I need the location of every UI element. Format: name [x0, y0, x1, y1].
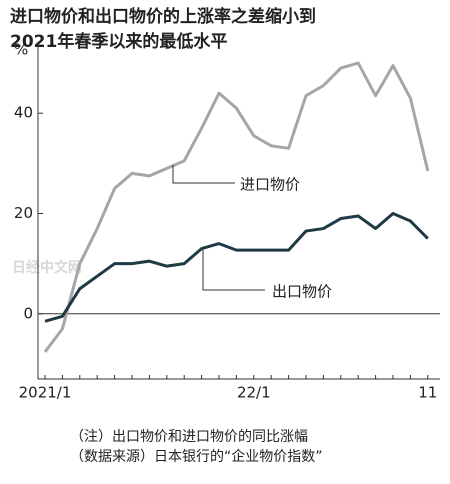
series-label: 进口物价: [240, 176, 300, 194]
x-tick-label: 2021/1: [19, 384, 72, 402]
series-label: 出口物价: [272, 283, 332, 301]
line-series: [44, 212, 429, 323]
leader-line: [202, 247, 265, 291]
line-series: [43, 61, 430, 353]
x-tick-label: 22/1: [237, 384, 271, 402]
leader-line: [172, 165, 235, 184]
chart-title: 进口物价和出口物价的上涨率之差缩小到: [10, 6, 316, 27]
y-tick-label: 20: [14, 204, 33, 222]
x-tick-label: 11: [418, 384, 437, 402]
note: （数据来源）日本银行的“企业物价指数”: [70, 448, 323, 465]
note: （注）出口物价和进口物价的同比涨幅: [70, 429, 308, 445]
y-unit: %: [14, 41, 28, 59]
y-tick-label: 40: [14, 104, 33, 122]
y-tick-label: 0: [23, 304, 33, 322]
watermark: 日经中文网: [12, 259, 82, 276]
chart-title: 2021年春季以来的最低水平: [10, 31, 227, 52]
